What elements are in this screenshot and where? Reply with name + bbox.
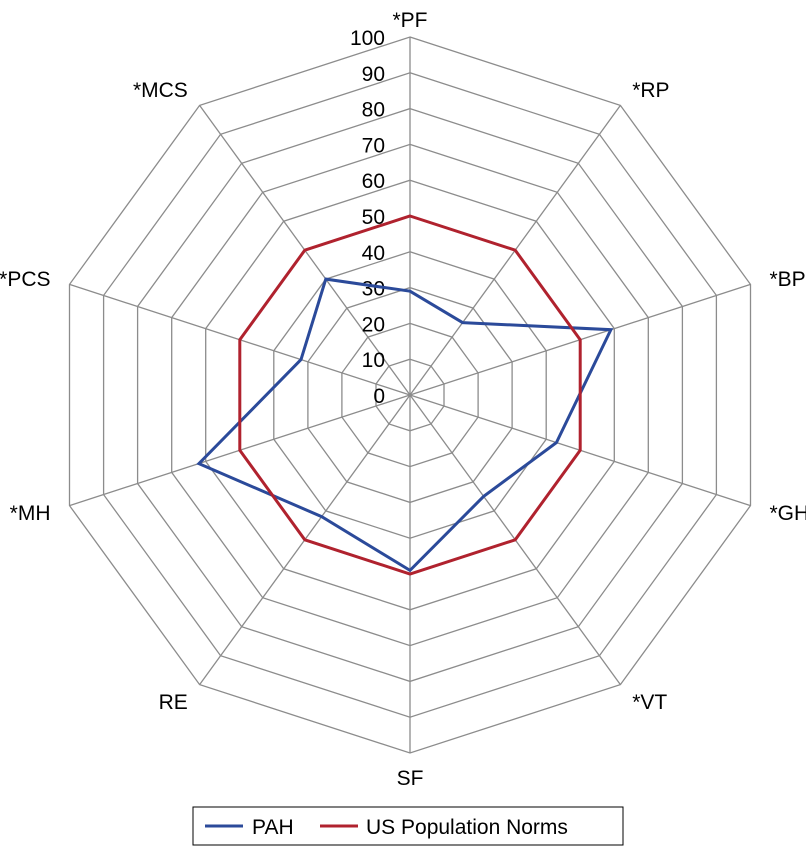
axis-label-1: *RP: [632, 79, 669, 102]
axis-label-9: *MCS: [133, 79, 188, 102]
axis-label-8: *PCS: [0, 268, 51, 291]
tick-label-90: 90: [362, 63, 385, 86]
tick-label-70: 70: [362, 134, 385, 157]
legend-label-us-norms: US Population Norms: [366, 816, 568, 839]
axis-label-4: *VT: [632, 691, 667, 714]
tick-label-60: 60: [362, 170, 385, 193]
series-line-0: [199, 279, 611, 570]
axis-label-3: *GH: [770, 502, 806, 525]
axis-label-7: *MH: [10, 502, 51, 525]
axis-label-2: *BP: [770, 268, 806, 291]
tick-label-20: 20: [362, 313, 385, 336]
tick-label-100: 100: [350, 27, 385, 50]
tick-label-30: 30: [362, 278, 385, 301]
legend: PAH US Population Norms: [193, 807, 623, 845]
tick-label-0: 0: [373, 385, 385, 408]
axis-labels: *PF *RP *BP *GH *VT SF RE *MH *PCS *MCS: [0, 9, 806, 790]
tick-label-10: 10: [362, 349, 385, 372]
axis-label-6: RE: [159, 691, 188, 714]
tick-label-40: 40: [362, 242, 385, 265]
legend-label-pah: PAH: [252, 816, 294, 839]
tick-label-80: 80: [362, 99, 385, 122]
axis-label-5: SF: [397, 767, 424, 790]
series-layer: [199, 216, 611, 574]
grid-layer: [70, 37, 751, 753]
axis-label-0: *PF: [392, 9, 427, 32]
